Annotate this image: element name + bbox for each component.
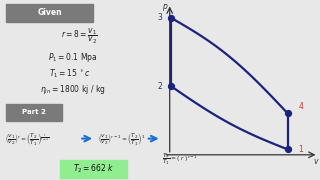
Text: $T_1 = 15\ ^\circ c$: $T_1 = 15\ ^\circ c$: [49, 68, 91, 80]
Text: Given: Given: [37, 8, 62, 17]
Text: v: v: [314, 158, 318, 166]
Text: Part 2: Part 2: [22, 109, 46, 116]
Text: $\left(\dfrac{v_1}{v_2}\right)^{r-1} = \left(\dfrac{T_2}{T_1}\right)^1$: $\left(\dfrac{v_1}{v_2}\right)^{r-1} = \…: [98, 131, 146, 147]
Text: $T_2 = 662\ k$: $T_2 = 662\ k$: [73, 163, 114, 176]
Text: 4: 4: [298, 102, 303, 111]
Text: p: p: [163, 2, 167, 11]
Bar: [6, 104, 62, 121]
Text: 2: 2: [158, 82, 162, 91]
Text: $\left(\dfrac{v_1}{v_2}\right)^r = \left(\dfrac{T_2}{T_1}\right)^{\frac{r}{r-1}}: $\left(\dfrac{v_1}{v_2}\right)^r = \left…: [5, 131, 49, 147]
Text: $\dfrac{T_2}{T_1} = (\ r\ )^{r-1}$: $\dfrac{T_2}{T_1} = (\ r\ )^{r-1}$: [162, 152, 198, 167]
Text: $r = 8 = \dfrac{v_1}{v_2}$: $r = 8 = \dfrac{v_1}{v_2}$: [61, 26, 98, 46]
Point: [169, 85, 174, 88]
Point: [285, 148, 290, 151]
Text: 1: 1: [298, 145, 303, 154]
Point: [285, 112, 290, 115]
Text: $P_1 = 0.1\ \mathrm{Mpa}$: $P_1 = 0.1\ \mathrm{Mpa}$: [48, 51, 98, 64]
Bar: [60, 160, 127, 178]
Text: 3: 3: [157, 14, 163, 22]
Text: $\eta_{in} = 1800\ \mathrm{kj\ /\ kg}$: $\eta_{in} = 1800\ \mathrm{kj\ /\ kg}$: [40, 84, 106, 96]
Bar: [6, 4, 93, 22]
Point: [169, 17, 174, 19]
